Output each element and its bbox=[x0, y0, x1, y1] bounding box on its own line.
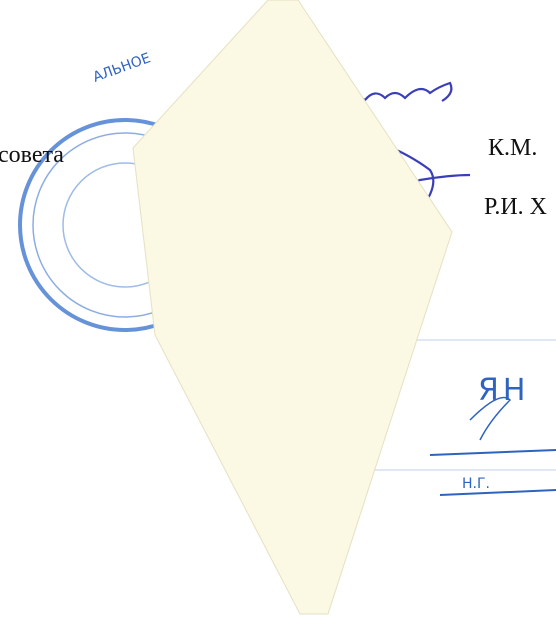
sticky-note bbox=[132, 0, 453, 615]
box-stamp-initials: Н.Г. bbox=[462, 476, 490, 492]
signature-initials: Р.И. Х bbox=[484, 194, 547, 220]
signature-initials: К.М. bbox=[488, 135, 537, 161]
body-text: совета bbox=[0, 142, 64, 168]
box-stamp-text: ЯН bbox=[478, 373, 529, 408]
